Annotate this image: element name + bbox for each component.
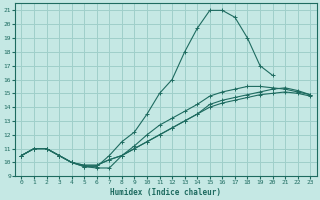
X-axis label: Humidex (Indice chaleur): Humidex (Indice chaleur): [110, 188, 221, 197]
